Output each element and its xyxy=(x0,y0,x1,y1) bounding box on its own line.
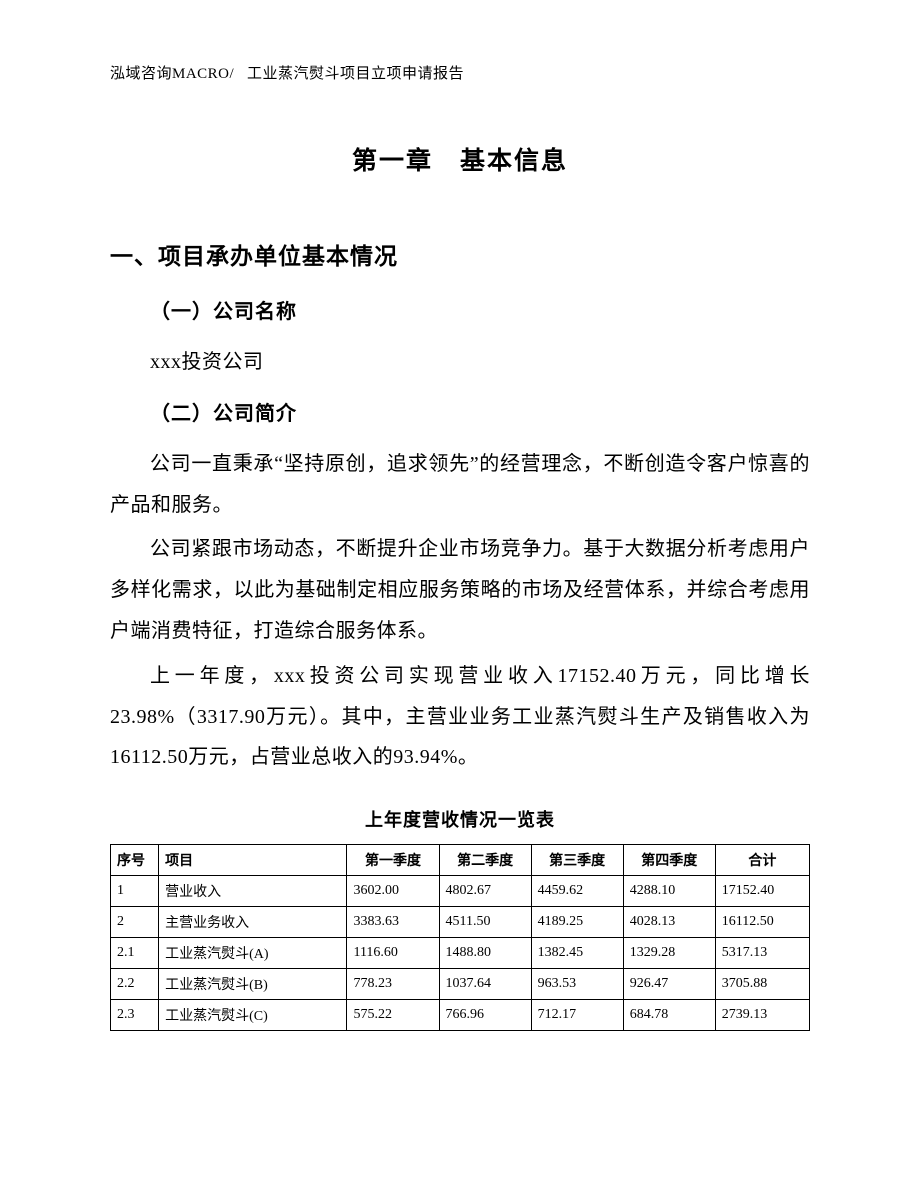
table-header-q2: 第二季度 xyxy=(439,845,531,876)
table-cell: 5317.13 xyxy=(715,938,809,969)
table-cell: 1116.60 xyxy=(347,938,439,969)
table-cell: 16112.50 xyxy=(715,907,809,938)
table-cell: 926.47 xyxy=(623,969,715,1000)
header-left: 泓域咨询MACRO/ xyxy=(110,66,234,82)
table-cell: 575.22 xyxy=(347,1000,439,1031)
table-header-q1: 第一季度 xyxy=(347,845,439,876)
table-cell: 1 xyxy=(111,876,159,907)
table-header-q3: 第三季度 xyxy=(531,845,623,876)
table-cell: 3602.00 xyxy=(347,876,439,907)
table-cell: 4511.50 xyxy=(439,907,531,938)
table-cell: 2.2 xyxy=(111,969,159,1000)
table-cell: 营业收入 xyxy=(159,876,347,907)
table-cell: 1037.64 xyxy=(439,969,531,1000)
table-cell: 工业蒸汽熨斗(B) xyxy=(159,969,347,1000)
table-row: 2.1工业蒸汽熨斗(A)1116.601488.801382.451329.28… xyxy=(111,938,810,969)
paragraph-1: 公司一直秉承“坚持原创，追求领先”的经营理念，不断创造令客户惊喜的产品和服务。 xyxy=(110,444,810,526)
company-name-text: xxx投资公司 xyxy=(110,342,810,383)
table-cell: 4028.13 xyxy=(623,907,715,938)
table-header-row: 序号 项目 第一季度 第二季度 第三季度 第四季度 合计 xyxy=(111,845,810,876)
table-header-total: 合计 xyxy=(715,845,809,876)
table-row: 1营业收入3602.004802.674459.624288.1017152.4… xyxy=(111,876,810,907)
table-cell: 工业蒸汽熨斗(C) xyxy=(159,1000,347,1031)
table-body: 1营业收入3602.004802.674459.624288.1017152.4… xyxy=(111,876,810,1031)
table-header-seq: 序号 xyxy=(111,845,159,876)
table-cell: 工业蒸汽熨斗(A) xyxy=(159,938,347,969)
table-cell: 4189.25 xyxy=(531,907,623,938)
table-cell: 2.1 xyxy=(111,938,159,969)
paragraph-3: 上一年度，xxx投资公司实现营业收入17152.40万元，同比增长23.98%（… xyxy=(110,656,810,778)
table-cell: 3705.88 xyxy=(715,969,809,1000)
table-cell: 2.3 xyxy=(111,1000,159,1031)
table-cell: 4288.10 xyxy=(623,876,715,907)
subsection-heading-company-intro: （二）公司简介 xyxy=(110,397,810,426)
chapter-title: 第一章 基本信息 xyxy=(110,141,810,177)
table-cell: 1329.28 xyxy=(623,938,715,969)
subsection-heading-company-name: （一）公司名称 xyxy=(110,295,810,324)
table-cell: 17152.40 xyxy=(715,876,809,907)
table-cell: 2 xyxy=(111,907,159,938)
table-cell: 主营业务收入 xyxy=(159,907,347,938)
table-row: 2.3工业蒸汽熨斗(C)575.22766.96712.17684.782739… xyxy=(111,1000,810,1031)
table-row: 2主营业务收入3383.634511.504189.254028.1316112… xyxy=(111,907,810,938)
table-cell: 1382.45 xyxy=(531,938,623,969)
table-cell: 712.17 xyxy=(531,1000,623,1031)
table-cell: 684.78 xyxy=(623,1000,715,1031)
table-cell: 1488.80 xyxy=(439,938,531,969)
table-cell: 4802.67 xyxy=(439,876,531,907)
revenue-table: 序号 项目 第一季度 第二季度 第三季度 第四季度 合计 1营业收入3602.0… xyxy=(110,844,810,1031)
section-heading-1: 一、项目承办单位基本情况 xyxy=(110,237,810,271)
table-header-q4: 第四季度 xyxy=(623,845,715,876)
table-cell: 766.96 xyxy=(439,1000,531,1031)
table-header-item: 项目 xyxy=(159,845,347,876)
paragraph-2: 公司紧跟市场动态，不断提升企业市场竞争力。基于大数据分析考虑用户多样化需求，以此… xyxy=(110,529,810,651)
table-cell: 3383.63 xyxy=(347,907,439,938)
table-row: 2.2工业蒸汽熨斗(B)778.231037.64963.53926.47370… xyxy=(111,969,810,1000)
header-right: 工业蒸汽熨斗项目立项申请报告 xyxy=(247,66,464,82)
table-cell: 2739.13 xyxy=(715,1000,809,1031)
page-header: 泓域咨询MACRO/ 工业蒸汽熨斗项目立项申请报告 xyxy=(110,62,810,83)
table-cell: 778.23 xyxy=(347,969,439,1000)
table-title: 上年度营收情况一览表 xyxy=(110,806,810,832)
table-cell: 4459.62 xyxy=(531,876,623,907)
table-cell: 963.53 xyxy=(531,969,623,1000)
